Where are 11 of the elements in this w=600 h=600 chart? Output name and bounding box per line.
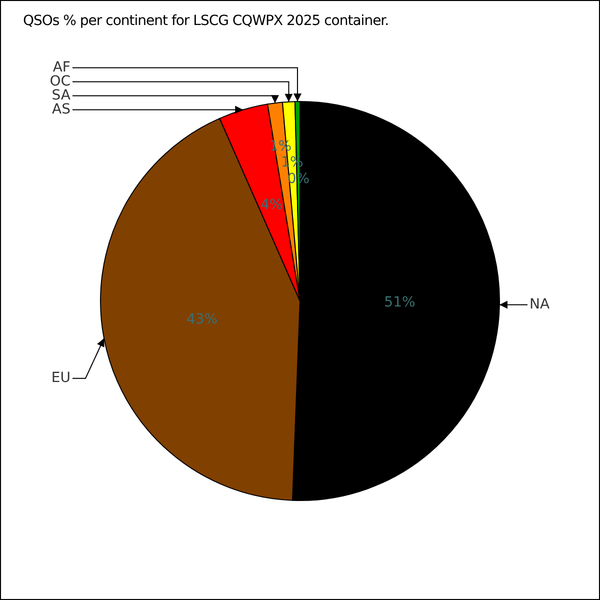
slice-label: AS: [52, 101, 71, 118]
data-label: 43%: [186, 311, 218, 328]
data-label: 51%: [384, 294, 416, 311]
data-label: 4%: [260, 197, 283, 214]
slice-label: EU: [51, 370, 70, 386]
slice-label: OC: [50, 73, 71, 90]
legend-label: NA: [530, 296, 550, 312]
data-label: 1%: [281, 154, 304, 170]
chart-title: QSOs % per continent for LSCG CQWPX 2025 container.: [23, 13, 389, 29]
slice-label: AF: [52, 59, 70, 76]
slice-label: SA: [52, 87, 71, 104]
